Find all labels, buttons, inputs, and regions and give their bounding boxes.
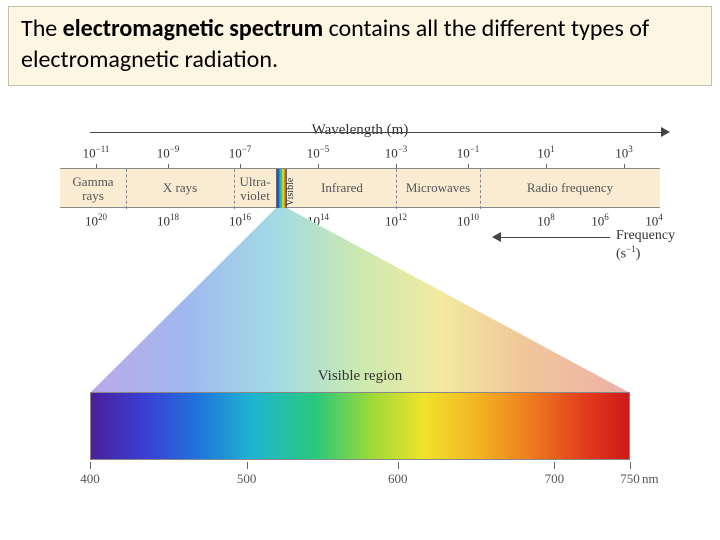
visible-unit-label: nm [642, 471, 659, 487]
title-pre: The [21, 14, 63, 43]
wavelength-tick: 10−7 [229, 144, 252, 161]
wavelength-axis-label: Wavelength (m) [312, 122, 409, 139]
frequency-tick: 1010 [457, 212, 479, 229]
frequency-tick: 108 [537, 212, 555, 229]
frequency-ticks: 1020 1018 1016 1014 1012 1010 108 106 104 [60, 212, 660, 232]
spectrum-region-band: Gammarays X rays Ultra-violet Infrared Micro… [60, 168, 660, 208]
wavelength-tick: 10−3 [385, 144, 408, 161]
wavelength-tick: 101 [537, 144, 555, 161]
title-text: The electromagnetic spectrum contains al… [21, 14, 649, 74]
frequency-tick: 1014 [307, 212, 329, 229]
wavelength-ticks: 10−11 10−9 10−7 10−5 10−3 10−1 101 103 [60, 144, 660, 164]
frequency-axis-label: Frequency (s−1) [616, 228, 675, 263]
region-label: Infrared [321, 181, 363, 195]
wavelength-tick: 10−5 [307, 144, 330, 161]
visible-ticks: 400500600700750 [90, 462, 630, 486]
region-label: Gammarays [72, 175, 113, 204]
wavelength-tick: 10−9 [157, 144, 180, 161]
title-bold: electromagnetic spectrum [63, 14, 323, 43]
region-label: Radio frequency [527, 181, 613, 195]
title-banner: The electromagnetic spectrum contains al… [8, 6, 712, 86]
em-spectrum-diagram: Wavelength (m) 10−1110−910−710−510−310−1… [60, 100, 660, 520]
visible-spectrum-gradient [91, 393, 629, 459]
wavelength-arrowhead [661, 127, 670, 137]
frequency-tick: 104 [645, 212, 663, 229]
frequency-tick: 1020 [85, 212, 107, 229]
frequency-arrowhead [492, 232, 501, 242]
region-label: Ultra-violet [239, 175, 270, 204]
frequency-tick: 106 [591, 212, 609, 229]
region-label: Microwaves [406, 181, 470, 195]
visible-tick: 500 [237, 471, 257, 487]
frequency-tick: 1016 [229, 212, 251, 229]
visible-tick: 750 [620, 471, 640, 487]
visible-tick: 400 [80, 471, 100, 487]
visible-region-label: Visible region [318, 368, 403, 385]
wavelength-tick: 10−1 [457, 144, 480, 161]
wavelength-tick: 103 [615, 144, 633, 161]
frequency-arrow [500, 237, 610, 238]
visible-spectrum-bar [90, 392, 630, 460]
region-label: X rays [163, 181, 197, 195]
visible-tick: 700 [545, 471, 565, 487]
visible-strip-label: Visible [285, 178, 296, 206]
frequency-tick: 1018 [157, 212, 179, 229]
wavelength-tick: 10−11 [83, 144, 110, 161]
visible-tick: 600 [388, 471, 408, 487]
frequency-tick: 1012 [385, 212, 407, 229]
wavelength-arrow [90, 132, 665, 133]
visible-expansion-cone [60, 208, 660, 393]
